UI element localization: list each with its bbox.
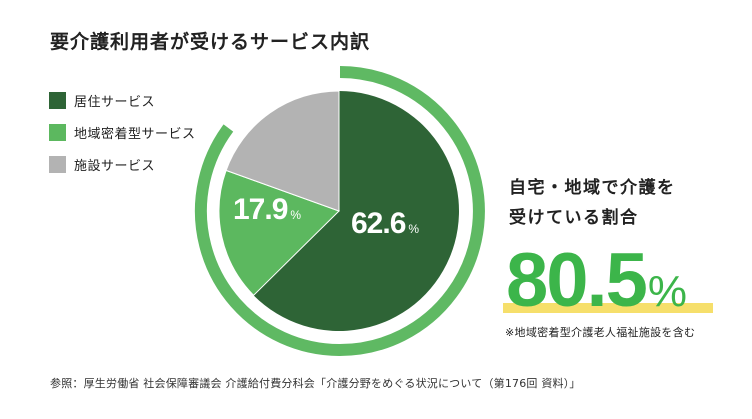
big-percentage-unit: %	[647, 267, 688, 316]
slice-facility-service	[225, 90, 340, 212]
legend: 居住サービス 地域密着型サービス 施設サービス	[49, 84, 196, 180]
slice-unit: %	[408, 222, 420, 236]
slice-community-service	[218, 169, 340, 297]
source-citation: 参照：厚生労働省 社会保障審議会 介護給付費分科会「介護分野をめぐる状況について…	[50, 377, 581, 390]
slice-label-home-service: 62.6%	[351, 207, 419, 241]
slice-home-service	[253, 91, 460, 332]
legend-label: 地域密着型サービス	[74, 126, 196, 142]
slice-value: 17.9	[233, 193, 288, 226]
legend-item-community-service: 地域密着型サービス	[49, 116, 196, 148]
big-percentage-value: 80.5	[506, 238, 648, 323]
ring-arc-80-5	[194, 66, 485, 356]
big-percentage: 80.5%	[506, 243, 687, 330]
legend-swatch-gray	[49, 155, 66, 173]
side-heading: 自宅・地域で介護を 受けている割合	[509, 173, 676, 233]
footnote: ※地域密着型介護老人福祉施設を含む	[505, 326, 696, 339]
slice-label-community-service: 17.9%	[233, 193, 301, 227]
side-heading-line1: 自宅・地域で介護を	[509, 178, 676, 198]
legend-swatch-dark-green	[49, 91, 66, 109]
slice-value: 62.6	[351, 207, 406, 240]
legend-label: 居住サービス	[74, 94, 156, 110]
legend-item-home-service: 居住サービス	[49, 84, 196, 116]
chart-title: 要介護利用者が受けるサービス内訳	[50, 31, 371, 53]
slice-unit: %	[290, 208, 302, 222]
legend-item-facility-service: 施設サービス	[49, 148, 196, 180]
legend-swatch-mid-green	[49, 123, 66, 141]
side-heading-line2: 受けている割合	[509, 208, 639, 228]
legend-label: 施設サービス	[74, 158, 156, 174]
highlight-bar	[503, 303, 713, 313]
